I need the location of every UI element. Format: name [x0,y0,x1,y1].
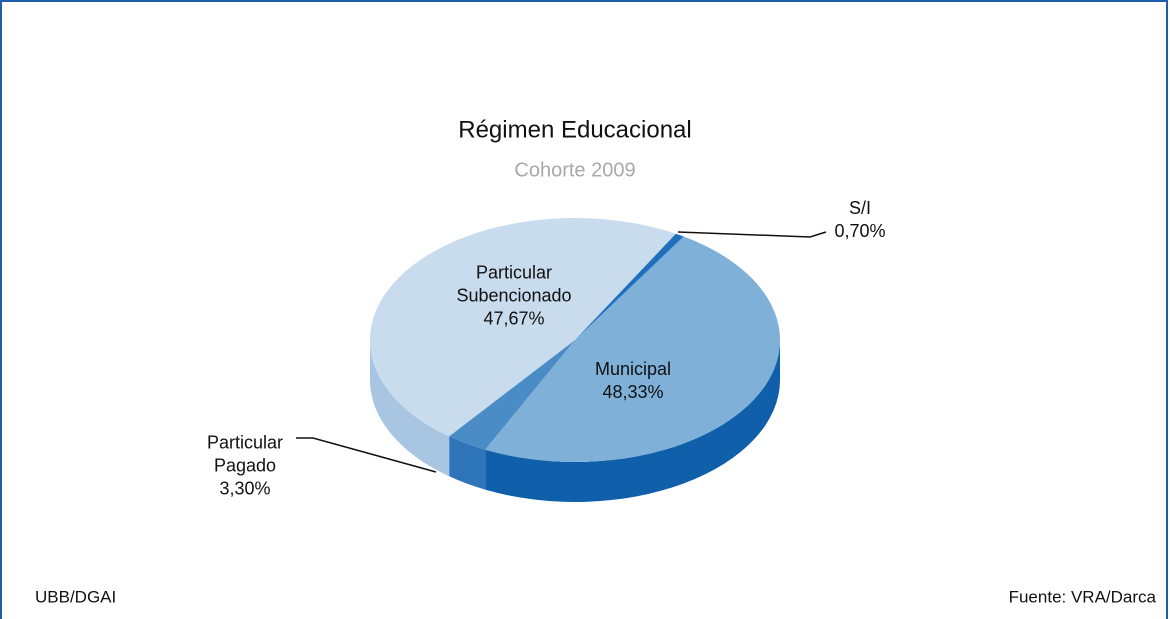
slice-label: S/I 0,70% [820,197,900,243]
leader-line [296,437,437,473]
slice [575,233,684,340]
slice [449,340,575,450]
chart-subtitle: Cohorte 2009 [514,159,635,181]
slice-name: Municipal [594,359,672,379]
slice-side [485,340,780,502]
footer-left: UBB/DGAI [35,587,116,606]
pie [369,217,780,502]
chart-title: Régimen Educacional [458,116,691,143]
slice [369,217,676,437]
slice-value: 3,30% [219,478,271,499]
slice-value: 0,70% [834,221,886,241]
slice-label: Municipal 48,33% [553,358,713,404]
slice-side [370,340,450,477]
slice-name: Particular Pagado [206,432,284,476]
slice-side [449,436,486,490]
slice-name: Particular Subencionado [456,262,572,306]
slice-name: S/I [848,198,871,218]
slice-label: Particular Subencionado 47,67% [439,262,589,331]
slice [485,236,780,462]
leader-line [677,231,827,238]
slice-value: 47,67% [483,308,545,329]
footer-right: Fuente: VRA/Darca [1009,587,1157,606]
slice-value: 48,33% [602,382,664,402]
slice-label: Particular Pagado 3,30% [190,432,300,501]
